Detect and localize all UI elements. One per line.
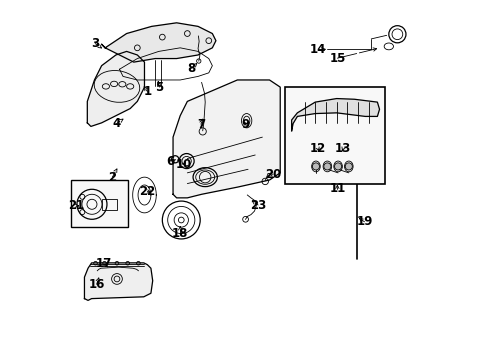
Text: 14: 14 [309, 43, 325, 56]
Text: 23: 23 [249, 198, 265, 212]
Text: 15: 15 [328, 52, 345, 65]
Text: 3: 3 [91, 37, 99, 50]
Circle shape [323, 163, 330, 170]
Text: 20: 20 [264, 168, 281, 181]
Polygon shape [102, 23, 216, 62]
Text: 4: 4 [112, 117, 121, 130]
Bar [102, 199, 116, 210]
Polygon shape [173, 80, 280, 198]
Text: 9: 9 [241, 118, 249, 131]
Text: 21: 21 [68, 199, 84, 212]
Text: 6: 6 [166, 154, 174, 167]
Text: 11: 11 [328, 182, 345, 195]
Bar [284, 87, 385, 184]
Text: 19: 19 [356, 215, 372, 228]
Text: 12: 12 [309, 142, 325, 155]
Text: 17: 17 [96, 257, 112, 270]
Text: 18: 18 [172, 227, 188, 240]
Text: 2: 2 [108, 171, 116, 184]
Text: 16: 16 [88, 278, 104, 291]
Text: 10: 10 [175, 158, 191, 171]
Circle shape [345, 163, 352, 170]
Text: 13: 13 [334, 142, 350, 155]
Text: 1: 1 [143, 85, 151, 98]
Polygon shape [291, 99, 379, 131]
Bar [71, 180, 127, 227]
Text: 22: 22 [139, 185, 155, 198]
Text: 5: 5 [155, 81, 163, 94]
Circle shape [334, 163, 341, 170]
Text: 7: 7 [197, 118, 204, 131]
Circle shape [312, 163, 319, 170]
Polygon shape [87, 51, 144, 126]
Text: 8: 8 [187, 62, 195, 75]
Polygon shape [84, 263, 152, 300]
